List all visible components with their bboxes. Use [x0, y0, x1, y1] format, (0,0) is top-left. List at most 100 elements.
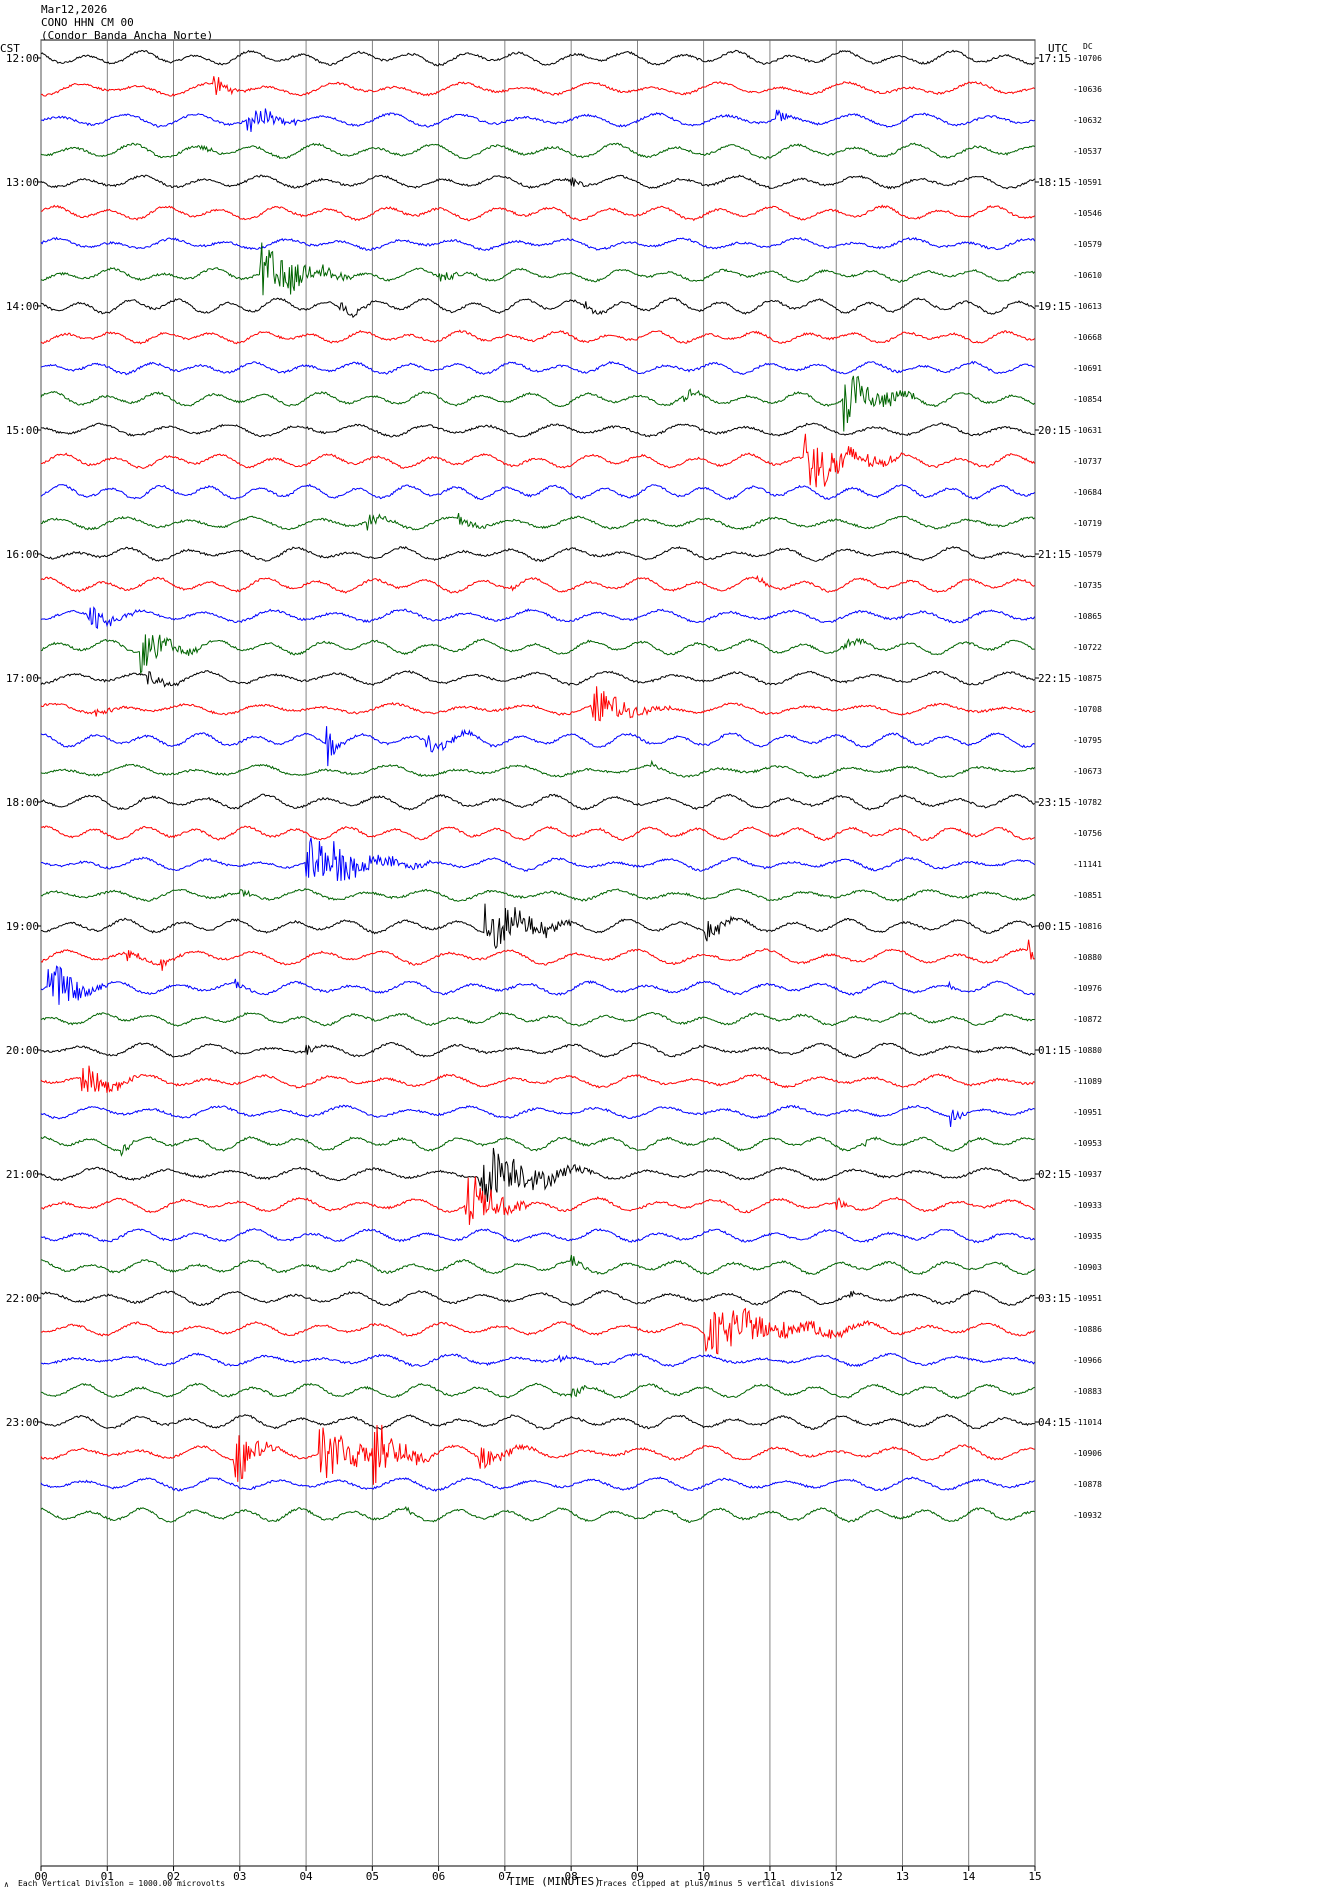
dc-offset-label: -10880	[1073, 1046, 1102, 1055]
dc-offset-label: -10591	[1073, 178, 1102, 187]
dc-offset-label: -10951	[1073, 1294, 1102, 1303]
cst-hour-label: 19:00	[6, 920, 39, 933]
seismic-trace	[40, 49, 1035, 67]
seismic-trace	[40, 1413, 1035, 1431]
x-tick-label: 02	[167, 1870, 180, 1883]
dc-offset-label: -10735	[1073, 581, 1102, 590]
utc-hour-label: 04:15	[1038, 1416, 1071, 1429]
cst-hour-label: 20:00	[6, 1044, 39, 1057]
dc-offset-label: -10756	[1073, 829, 1102, 838]
cst-hour-label: 13:00	[6, 176, 39, 189]
x-tick-label: 12	[830, 1870, 843, 1883]
seismic-trace	[41, 1289, 1035, 1307]
dc-offset-label: -10875	[1073, 674, 1102, 683]
dc-offset-label: -10903	[1073, 1263, 1102, 1272]
seismic-trace	[40, 1307, 1035, 1355]
seismic-trace	[40, 837, 1035, 881]
seismic-trace	[40, 574, 1035, 594]
seismic-trace	[40, 76, 1035, 97]
seismic-trace	[40, 1176, 1035, 1225]
clipping-note: Traces clipped at plus/minus 5 vertical …	[598, 1879, 835, 1888]
seismic-trace	[40, 545, 1035, 563]
dc-offset-label: -10546	[1073, 209, 1102, 218]
seismic-trace	[40, 329, 1035, 345]
dc-offset-label: -10976	[1073, 984, 1102, 993]
seismic-trace	[40, 1476, 1035, 1492]
utc-hour-label: 03:15	[1038, 1292, 1071, 1305]
dc-offset-label: -10854	[1073, 395, 1102, 404]
cst-hour-label: 21:00	[6, 1168, 39, 1181]
seismic-trace	[40, 825, 1035, 842]
dc-offset-label: -10782	[1073, 798, 1102, 807]
scale-marker-icon: ∧	[4, 1880, 9, 1889]
x-tick-label: 00	[34, 1870, 47, 1883]
trace-group	[40, 49, 1036, 1524]
dc-offset-label: -10865	[1073, 612, 1102, 621]
dc-offset-label: -10706	[1073, 54, 1102, 63]
x-tick-label: 04	[299, 1870, 313, 1883]
right-timezone-label: UTC	[1048, 42, 1068, 55]
seismic-trace	[40, 793, 1035, 811]
dc-offset-label: -10737	[1073, 457, 1102, 466]
x-tick-label: 11	[763, 1870, 776, 1883]
plot-frame	[40, 39, 1036, 1867]
dc-offset-label: -10708	[1073, 705, 1102, 714]
utc-hour-label: 01:15	[1038, 1044, 1071, 1057]
seismic-trace	[40, 965, 1035, 1005]
cst-hour-label: 17:00	[6, 672, 39, 685]
seismic-trace	[40, 1254, 1035, 1276]
utc-hour-label: 17:15	[1038, 52, 1071, 65]
seismic-trace	[40, 174, 1035, 190]
utc-hour-label: 00:15	[1038, 920, 1071, 933]
seismic-trace	[40, 204, 1035, 222]
x-tick-label: 07	[498, 1870, 511, 1883]
dc-offset-label: -10632	[1073, 116, 1102, 125]
dc-offset-label: -10878	[1073, 1480, 1102, 1489]
cst-hour-label: 23:00	[6, 1416, 39, 1429]
dc-offset-label: -10795	[1073, 736, 1102, 745]
seismic-trace	[40, 422, 1035, 438]
seismic-trace	[40, 1382, 1035, 1400]
seismic-trace	[40, 1065, 1035, 1093]
seismic-trace	[40, 297, 1035, 319]
seismic-trace	[40, 1135, 1035, 1157]
dc-offset-label: -11014	[1073, 1418, 1102, 1427]
seismic-trace	[40, 1424, 1035, 1485]
seismic-trace	[40, 1506, 1035, 1524]
seismic-trace	[40, 236, 1036, 251]
dc-offset-label: -10953	[1073, 1139, 1102, 1148]
seismic-trace	[40, 360, 1035, 376]
dc-offset-label: -10880	[1073, 953, 1102, 962]
x-tick-label: 10	[697, 1870, 710, 1883]
seismic-trace	[40, 142, 1035, 160]
dc-offset-label: -10673	[1073, 767, 1102, 776]
cst-hour-label: 18:00	[6, 796, 39, 809]
dc-offset-label: -11089	[1073, 1077, 1102, 1086]
cst-hour-label: 16:00	[6, 548, 39, 561]
dc-offset-label: -10579	[1073, 240, 1102, 249]
x-tick-label: 14	[962, 1870, 976, 1883]
dc-offset-label: -11141	[1073, 860, 1102, 869]
station-name: (Condor Banda Ancha Norte)	[41, 29, 214, 42]
utc-hour-label: 02:15	[1038, 1168, 1071, 1181]
cst-hour-label: 22:00	[6, 1292, 39, 1305]
dc-offset-label: -10684	[1073, 488, 1102, 497]
seismic-trace	[40, 1228, 1035, 1244]
dc-offset-label: -10935	[1073, 1232, 1102, 1241]
seismic-trace	[40, 512, 1035, 531]
dc-offset-label: -10579	[1073, 550, 1102, 559]
chart-date: Mar12,2026	[41, 3, 108, 16]
seismic-trace	[40, 670, 1035, 688]
dc-offset-label: -10691	[1073, 364, 1102, 373]
dc-offset-label: -10631	[1073, 426, 1102, 435]
station-code: CONO HHN CM 00	[41, 16, 134, 29]
x-tick-label: 03	[233, 1870, 246, 1883]
x-tick-label: 08	[565, 1870, 578, 1883]
dc-offset-label: -10610	[1073, 271, 1102, 280]
cst-hour-label: 15:00	[6, 424, 39, 437]
seismic-trace	[40, 726, 1035, 767]
seismic-trace	[40, 1104, 1035, 1128]
seismic-trace	[41, 433, 1036, 488]
x-tick-label: 06	[432, 1870, 445, 1883]
